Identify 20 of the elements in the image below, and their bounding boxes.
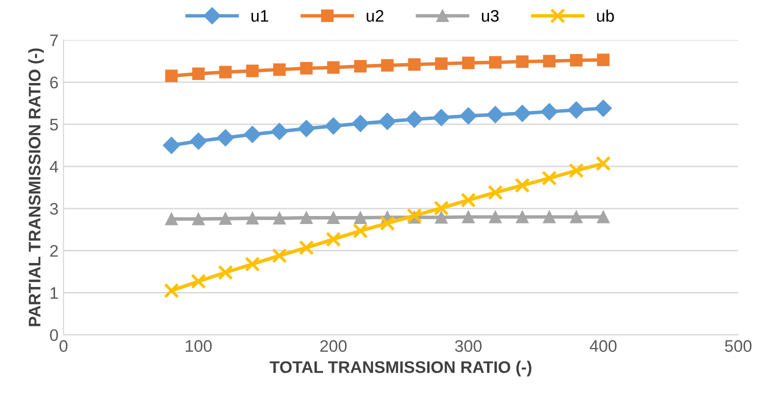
legend-label: u1 <box>252 10 268 22</box>
legend-label: u3 <box>482 10 499 22</box>
y-tick-label: 1 <box>50 287 58 299</box>
y-tick-label: 0 <box>50 329 58 342</box>
x-tick-label: 200 <box>320 340 347 352</box>
y-tick-label: 5 <box>50 118 58 131</box>
y-tick-label: 2 <box>50 245 58 257</box>
y-axis-title: PARTIAL TRANSMISSION RATIO (-) <box>28 48 44 326</box>
y-tick-label: 6 <box>50 76 58 88</box>
y-tick-label: 4 <box>50 160 58 172</box>
legend-label: u2 <box>366 10 384 22</box>
x-tick-label: 0 <box>60 340 68 352</box>
x-tick-label: 500 <box>724 340 752 352</box>
y-tick-label: 3 <box>50 202 58 215</box>
x-tick-label: 100 <box>186 340 212 352</box>
y-tick-label: 7 <box>50 34 58 46</box>
x-tick-label: 300 <box>455 340 482 352</box>
x-tick-label: 400 <box>590 340 617 352</box>
x-axis-title: TOTAL TRANSMISSION RATIO (-) <box>270 360 532 376</box>
legend-label: ub <box>597 10 614 22</box>
